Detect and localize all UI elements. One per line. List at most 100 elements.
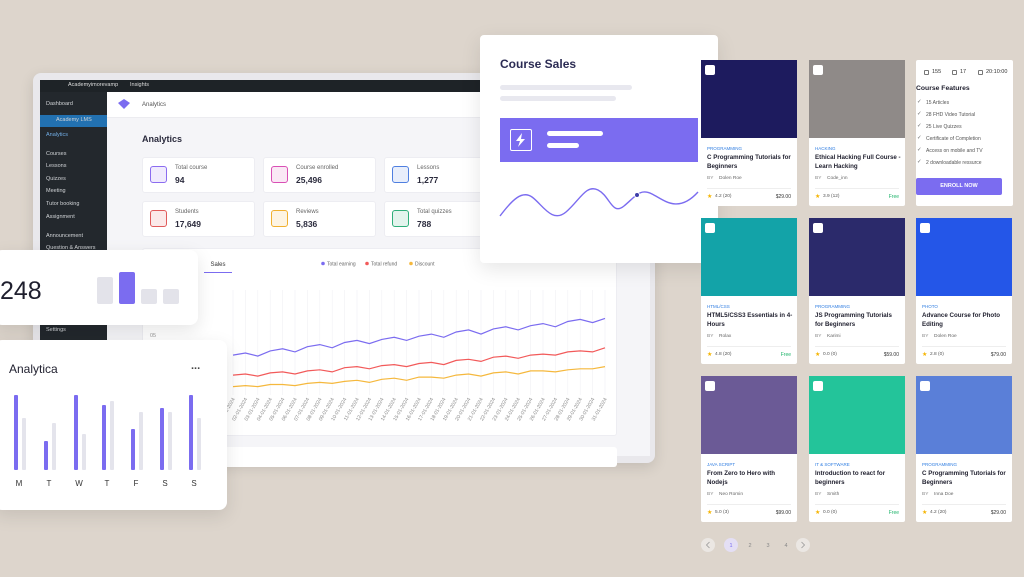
course-image [701, 376, 797, 454]
wishlist[interactable] [705, 223, 715, 233]
check: ✓ [917, 123, 922, 129]
site-name: Academyimorevamp [68, 82, 119, 88]
banner [500, 118, 698, 162]
wishlist[interactable] [705, 381, 715, 391]
star: ★ [707, 510, 713, 516]
course-author: Smith [827, 492, 840, 497]
bar [110, 401, 114, 470]
sidebar-item[interactable]: Tutor booking [46, 201, 80, 207]
course-category: PROGRAMMING [707, 146, 743, 151]
feature-item: Certificate of Completion [926, 136, 981, 142]
wishlist[interactable] [920, 381, 930, 391]
wishlist[interactable] [920, 223, 930, 233]
page-arrow[interactable] [796, 538, 810, 552]
divider [815, 504, 899, 505]
divider [707, 346, 791, 347]
course-rating: 0.0 (0) [823, 352, 837, 357]
decor-bar [141, 289, 157, 304]
sidebar-item[interactable]: Announcement [46, 233, 83, 239]
stat-icon [271, 210, 288, 227]
banner-line [547, 143, 579, 148]
sidebar-item[interactable]: Question & Answers [46, 245, 96, 251]
star: ★ [922, 352, 928, 358]
sidebar-item[interactable]: Meeting [46, 188, 66, 194]
course-image [701, 60, 797, 138]
stat-value: 788 [417, 219, 432, 229]
series-line [232, 317, 606, 357]
bar [52, 423, 56, 470]
course-price: Free [888, 194, 899, 200]
course-title[interactable]: Ethical Hacking Full Course - Learn Hack… [815, 154, 901, 170]
course-rating: 4.8 (20) [715, 352, 732, 357]
course-image [916, 218, 1012, 296]
stat-card [142, 157, 255, 193]
meta-icon [978, 70, 983, 75]
sidebar-item[interactable]: Assignment [46, 214, 75, 220]
decor-bar [163, 289, 179, 304]
course-price: $29.00 [775, 194, 791, 200]
sidebar-item[interactable]: Academy LMS [56, 117, 92, 123]
stat-label: Lessons [417, 165, 440, 171]
x-tick-label: S [162, 479, 167, 488]
stat-label: Total course [175, 165, 208, 171]
page-number[interactable]: 1 [729, 543, 732, 549]
stat-value: 25,496 [296, 175, 322, 185]
by-label: BY [922, 492, 929, 497]
decor-bar [119, 272, 135, 304]
course-author: Inna Doe [934, 492, 954, 497]
counter-value: 248 [0, 277, 42, 305]
course-title[interactable]: From Zero to Hero with Nodejs [707, 470, 776, 486]
page-number[interactable]: 3 [766, 543, 769, 549]
sidebar-item[interactable]: Lessons [46, 163, 67, 169]
enroll-button[interactable]: ENROLL NOW [916, 178, 1002, 195]
wishlist[interactable] [813, 65, 823, 75]
wishlist[interactable] [813, 223, 823, 233]
breadcrumb: Analytics [142, 102, 167, 108]
y-axis-label: 05 [150, 333, 156, 339]
legend-label: Total earning [327, 262, 356, 268]
course-price: $79.00 [990, 352, 1006, 358]
star: ★ [922, 510, 928, 516]
course-author: Dolen Roe [934, 334, 957, 339]
course-price: $29.00 [990, 510, 1006, 516]
wishlist[interactable] [813, 381, 823, 391]
chart-tab[interactable]: Sales [204, 259, 232, 273]
meta-value: 20:10:00 [986, 69, 1008, 75]
course-author: Karimi [827, 334, 841, 339]
decor-dot [634, 192, 640, 198]
course-image [916, 376, 1012, 454]
bar [14, 395, 18, 470]
meta-icon [924, 70, 929, 75]
page-number[interactable]: 4 [784, 543, 787, 549]
weekly-menu[interactable]: ... [191, 360, 201, 372]
course-rating: 5.0 (3) [715, 510, 729, 515]
stat-icon [271, 166, 288, 183]
sidebar-item[interactable]: Courses [46, 151, 67, 157]
course-title[interactable]: Advance Course for Photo Editing [922, 312, 1001, 328]
wishlist[interactable] [705, 65, 715, 75]
page-number[interactable]: 2 [748, 543, 751, 549]
sidebar-item[interactable]: Quizzes [46, 176, 66, 182]
bar [160, 408, 164, 470]
sidebar-item[interactable]: Analytics [46, 132, 69, 138]
star: ★ [707, 352, 713, 358]
x-tick-label: S [191, 479, 196, 488]
sidebar-item[interactable]: Dashboard [46, 101, 73, 107]
course-title[interactable]: C Programming Tutorials for Beginners [707, 154, 791, 170]
course-title[interactable]: JS Programming Tutorials for Beginners [815, 312, 892, 328]
course-rating: 4.2 (20) [715, 194, 732, 199]
stat-value: 1,277 [417, 175, 439, 185]
sidebar-item[interactable]: Settings [46, 327, 66, 333]
page-arrow[interactable] [701, 538, 715, 552]
course-author: Dolen Roe [719, 176, 742, 181]
feature-item: 25 Live Quizzes [926, 124, 962, 130]
course-category: PROGRAMMING [815, 304, 851, 309]
course-title[interactable]: C Programming Tutorials for Beginners [922, 470, 1006, 486]
course-title[interactable]: Introduction to react for beginners [815, 470, 886, 486]
stat-icon [150, 210, 167, 227]
bar [131, 429, 135, 470]
course-category: IT & SOFTWARE [815, 462, 850, 467]
course-title[interactable]: HTML5/CSS3 Essentials in 4-Hours [707, 312, 793, 328]
banner-line [547, 131, 603, 136]
